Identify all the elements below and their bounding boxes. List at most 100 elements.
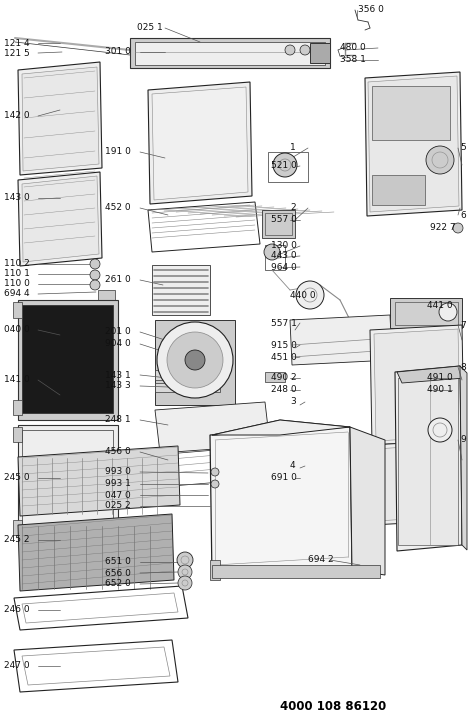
- Text: 301 0: 301 0: [105, 48, 131, 56]
- Circle shape: [439, 303, 457, 321]
- Bar: [13, 427, 22, 442]
- Bar: [372, 86, 450, 140]
- Text: 2: 2: [290, 203, 296, 213]
- Text: 8: 8: [460, 363, 466, 371]
- Bar: [265, 245, 285, 270]
- Polygon shape: [212, 420, 350, 435]
- Polygon shape: [148, 82, 252, 204]
- Bar: [155, 370, 220, 380]
- Text: 656 0: 656 0: [105, 568, 131, 578]
- Text: 7: 7: [460, 321, 466, 329]
- Text: 143 3: 143 3: [105, 381, 131, 391]
- Text: 245 2: 245 2: [4, 536, 29, 544]
- Text: 025 1: 025 1: [137, 24, 163, 32]
- Bar: [310, 43, 330, 63]
- Bar: [22, 305, 113, 413]
- Text: 922 7: 922 7: [430, 224, 456, 232]
- Text: 4: 4: [290, 461, 296, 471]
- Text: 904 0: 904 0: [105, 340, 131, 348]
- Text: 5: 5: [460, 143, 466, 153]
- Text: 9: 9: [460, 435, 466, 445]
- Bar: [268, 152, 308, 182]
- Polygon shape: [22, 67, 99, 171]
- Text: 143 1: 143 1: [105, 371, 131, 379]
- Bar: [135, 42, 325, 65]
- Text: 521 0: 521 0: [271, 162, 297, 170]
- Bar: [265, 213, 292, 235]
- Polygon shape: [210, 427, 352, 578]
- Bar: [98, 290, 115, 300]
- Text: 480 0: 480 0: [340, 43, 366, 53]
- Bar: [212, 565, 380, 578]
- Text: 245 0: 245 0: [4, 474, 29, 482]
- Polygon shape: [397, 366, 465, 383]
- Polygon shape: [290, 315, 392, 365]
- Text: 557 1: 557 1: [271, 319, 297, 327]
- Text: 142 0: 142 0: [4, 112, 29, 120]
- Text: 110 2: 110 2: [4, 260, 30, 268]
- Polygon shape: [18, 62, 102, 175]
- Bar: [155, 320, 235, 405]
- Polygon shape: [18, 514, 174, 591]
- Bar: [210, 560, 220, 580]
- Circle shape: [167, 332, 223, 388]
- Bar: [265, 372, 285, 382]
- Text: 993 1: 993 1: [105, 479, 131, 489]
- Text: 491 0: 491 0: [427, 373, 453, 383]
- Circle shape: [157, 322, 233, 398]
- Polygon shape: [460, 366, 467, 550]
- Circle shape: [177, 552, 193, 568]
- Circle shape: [211, 468, 219, 476]
- Text: 1: 1: [290, 143, 296, 153]
- Polygon shape: [350, 427, 385, 575]
- Text: 121 4: 121 4: [4, 38, 29, 48]
- Text: 246 0: 246 0: [4, 606, 29, 614]
- Bar: [18, 300, 118, 420]
- Polygon shape: [365, 72, 462, 216]
- Text: 651 0: 651 0: [105, 557, 131, 567]
- Text: 025 2: 025 2: [105, 502, 131, 510]
- Circle shape: [90, 280, 100, 290]
- Text: 358 1: 358 1: [340, 56, 366, 64]
- Text: 248 0: 248 0: [271, 386, 297, 394]
- Text: 143 0: 143 0: [4, 193, 30, 203]
- Circle shape: [285, 45, 295, 55]
- Circle shape: [296, 281, 324, 309]
- Bar: [13, 400, 22, 415]
- Text: 356 0: 356 0: [358, 6, 384, 14]
- Text: 4000 108 86120: 4000 108 86120: [280, 699, 386, 712]
- Polygon shape: [155, 402, 270, 453]
- Circle shape: [90, 270, 100, 280]
- Circle shape: [426, 146, 454, 174]
- Bar: [398, 378, 458, 545]
- Text: 694 2: 694 2: [308, 555, 334, 565]
- Text: 6: 6: [460, 211, 466, 219]
- Polygon shape: [374, 444, 460, 521]
- Circle shape: [428, 418, 452, 442]
- Text: 261 0: 261 0: [105, 275, 131, 285]
- Text: 490 2: 490 2: [271, 373, 297, 383]
- Text: 441 0: 441 0: [427, 301, 453, 309]
- Bar: [18, 425, 118, 540]
- Text: 451 0: 451 0: [271, 353, 297, 361]
- Polygon shape: [212, 420, 350, 435]
- Text: 130 0: 130 0: [271, 242, 297, 250]
- Bar: [155, 383, 220, 392]
- Text: 191 0: 191 0: [105, 148, 131, 156]
- Text: 3: 3: [290, 397, 296, 407]
- Text: 993 0: 993 0: [105, 467, 131, 477]
- Bar: [372, 175, 425, 205]
- Text: 440 0: 440 0: [290, 291, 316, 299]
- Circle shape: [178, 565, 192, 579]
- Text: 443 0: 443 0: [271, 252, 297, 260]
- Polygon shape: [152, 87, 248, 200]
- Text: 691 0: 691 0: [271, 474, 297, 482]
- Circle shape: [185, 350, 205, 370]
- Bar: [262, 210, 295, 238]
- Text: 915 0: 915 0: [271, 340, 297, 350]
- Text: 557 0: 557 0: [271, 216, 297, 224]
- Text: 247 0: 247 0: [4, 661, 29, 671]
- Circle shape: [273, 153, 297, 177]
- Polygon shape: [18, 446, 180, 516]
- Bar: [13, 520, 22, 535]
